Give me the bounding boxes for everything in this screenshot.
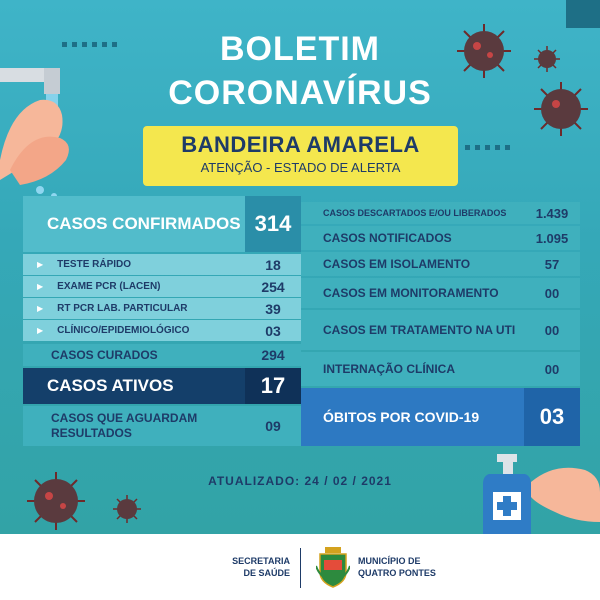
awaiting-value: 09 (265, 418, 281, 434)
breakdown-label-1: TESTE RÁPIDO (57, 259, 132, 270)
right-value-5: 00 (544, 322, 560, 338)
department-line-1: SECRETARIA (232, 556, 290, 566)
breakdown-label-3: RT PCR LAB. PARTICULAR (57, 303, 188, 314)
right-value-4: 00 (544, 285, 560, 301)
department-line-2: DE SAÚDE (243, 568, 290, 578)
coat-of-arms-icon (316, 547, 350, 588)
poster: BOLETIM CORONAVÍRUS BANDEIRA AMARELA ATE… (0, 0, 600, 534)
right-row-2: CASOS NOTIFICADOS 1.095 (301, 226, 580, 250)
title-line-1: BOLETIM (220, 30, 380, 68)
breakdown-row-4: ▶ CLÍNICO/EPIDEMIOLÓGICO 03 (23, 320, 301, 341)
virus-icon (113, 495, 141, 523)
municipality-line-2: QUATRO PONTES (358, 568, 436, 578)
bullet-icon: ▶ (37, 304, 44, 313)
breakdown-value-2: 254 (261, 278, 285, 295)
right-value-6: 00 (544, 361, 560, 377)
right-row-5: CASOS EM TRATAMENTO NA UTI 00 (301, 310, 580, 350)
municipality-line-1: MUNICÍPIO DE (358, 556, 421, 566)
virus-icon (27, 472, 85, 530)
breakdown-value-1: 18 (265, 256, 281, 273)
dots-right (465, 145, 510, 150)
right-row-3: CASOS EM ISOLAMENTO 57 (301, 252, 580, 276)
updated-date: ATUALIZADO: 24 / 02 / 2021 (208, 474, 392, 488)
right-label-3: CASOS EM ISOLAMENTO (323, 257, 471, 271)
virus-icon (534, 82, 588, 136)
confirmed-label: CASOS CONFIRMADOS (47, 214, 241, 233)
right-value-3: 57 (544, 256, 560, 272)
right-row-1: CASOS DESCARTADOS E/OU LIBERADOS 1.439 (301, 202, 580, 224)
active-value: 17 (245, 368, 301, 404)
title-line-2: CORONAVÍRUS (168, 74, 432, 112)
breakdown-value-4: 03 (265, 322, 281, 339)
right-value-2: 1.095 (535, 230, 569, 246)
municipality-name: MUNICÍPIO DE QUATRO PONTES (358, 555, 448, 579)
breakdown-label-2: EXAME PCR (LACEN) (57, 281, 161, 292)
right-label-2: CASOS NOTIFICADOS (323, 231, 452, 245)
cured-value: 294 (261, 347, 285, 363)
department-name: SECRETARIA DE SAÚDE (220, 555, 290, 579)
active-label: CASOS ATIVOS (47, 376, 174, 395)
hand-washing-icon (0, 68, 69, 199)
flag-box: BANDEIRA AMARELA ATENÇÃO - ESTADO DE ALE… (143, 126, 458, 186)
breakdown-row-2: ▶ EXAME PCR (LACEN) 254 (23, 276, 301, 297)
breakdown-label-4: CLÍNICO/EPIDEMIOLÓGICO (57, 325, 190, 336)
right-label-1: CASOS DESCARTADOS E/OU LIBERADOS (323, 208, 507, 218)
deaths-row: ÓBITOS POR COVID-19 03 (301, 388, 580, 446)
bullet-icon: ▶ (37, 260, 44, 269)
virus-icon (457, 24, 511, 78)
breakdown-row-1: ▶ TESTE RÁPIDO 18 (23, 254, 301, 275)
breakdown-value-3: 39 (265, 300, 281, 317)
right-label-6: INTERNAÇÃO CLÍNICA (323, 362, 455, 376)
sanitizer-icon (483, 454, 600, 534)
bullet-icon: ▶ (37, 282, 44, 291)
flag-subtitle: ATENÇÃO - ESTADO DE ALERTA (200, 160, 401, 175)
footer: SECRETARIA DE SAÚDE MUNICÍPIO DE QUATRO … (0, 534, 600, 600)
stats-board: CASOS CONFIRMADOS 314 ▶ TESTE RÁPIDO 18 … (23, 196, 580, 446)
right-value-1: 1.439 (535, 205, 569, 221)
bullet-icon: ▶ (37, 326, 44, 335)
awaiting-label-line-1: CASOS QUE AGUARDAM (51, 411, 198, 425)
footer-divider (300, 548, 301, 588)
virus-icon (534, 46, 560, 72)
confirmed-row: CASOS CONFIRMADOS 314 (23, 196, 301, 252)
flag-title: BANDEIRA AMARELA (181, 132, 420, 157)
right-label-4: CASOS EM MONITORAMENTO (323, 286, 499, 300)
corner-square (566, 0, 600, 28)
confirmed-value: 314 (245, 196, 301, 252)
cured-label: CASOS CURADOS (51, 348, 158, 362)
awaiting-row: CASOS QUE AGUARDAM RESULTADOS 09 (23, 406, 301, 446)
right-row-4: CASOS EM MONITORAMENTO 00 (301, 278, 580, 308)
awaiting-label-line-2: RESULTADOS (51, 426, 132, 440)
active-row: CASOS ATIVOS 17 (23, 368, 301, 404)
right-row-6: INTERNAÇÃO CLÍNICA 00 (301, 352, 580, 386)
deaths-value: 03 (524, 388, 580, 446)
awaiting-label: CASOS QUE AGUARDAM RESULTADOS (23, 406, 197, 446)
breakdown-row-3: ▶ RT PCR LAB. PARTICULAR 39 (23, 298, 301, 319)
deaths-label: ÓBITOS POR COVID-19 (323, 409, 480, 425)
right-label-5: CASOS EM TRATAMENTO NA UTI (323, 323, 516, 337)
cured-row: CASOS CURADOS 294 (23, 344, 301, 366)
dots-left (62, 42, 117, 47)
